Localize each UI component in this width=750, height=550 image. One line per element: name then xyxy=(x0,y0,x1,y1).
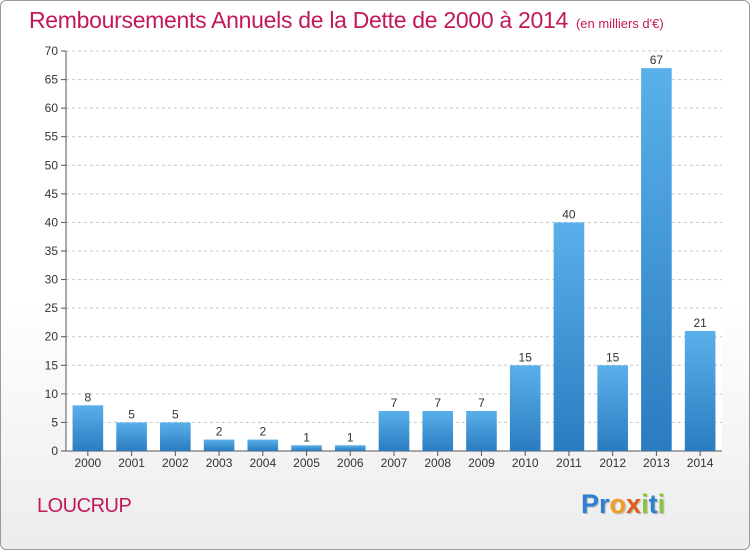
y-tick-label: 25 xyxy=(45,301,59,315)
bar xyxy=(509,365,541,451)
data-label: 1 xyxy=(303,430,310,444)
x-tick-label: 2008 xyxy=(424,456,451,470)
y-tick-label: 40 xyxy=(45,215,59,229)
bar xyxy=(116,422,147,451)
bar xyxy=(72,405,104,451)
y-tick-label: 20 xyxy=(45,330,59,344)
bar xyxy=(203,439,235,451)
bar xyxy=(553,222,585,451)
chart-title-text: Remboursements Annuels de la Dette de 20… xyxy=(29,7,568,33)
data-label: 5 xyxy=(172,407,179,421)
data-label: 2 xyxy=(259,425,266,439)
y-tick-label: 30 xyxy=(45,273,59,287)
y-tick-label: 55 xyxy=(45,130,59,144)
chart-subtitle: (en milliers d'€) xyxy=(575,16,664,31)
bar xyxy=(641,68,672,452)
data-label: 7 xyxy=(478,396,485,410)
bar xyxy=(422,411,454,451)
x-tick-label: 2004 xyxy=(249,456,276,470)
y-tick-label: 65 xyxy=(45,73,59,87)
data-label: 1 xyxy=(347,430,354,444)
logo-part: o xyxy=(609,489,627,519)
data-label: 40 xyxy=(562,207,576,221)
bar xyxy=(378,411,410,451)
y-tick-label: 0 xyxy=(51,444,58,458)
x-tick-label: 2011 xyxy=(556,456,582,470)
y-tick-label: 50 xyxy=(45,158,59,172)
data-label: 67 xyxy=(650,53,664,67)
x-tick-label: 2009 xyxy=(468,456,495,470)
data-label: 15 xyxy=(519,350,533,364)
logo-part: Pr xyxy=(581,489,610,519)
bar xyxy=(597,365,628,451)
y-tick-label: 60 xyxy=(45,101,59,115)
logo-part: i xyxy=(657,489,666,519)
bar xyxy=(684,331,716,451)
bar xyxy=(334,445,366,451)
x-tick-label: 2013 xyxy=(643,456,670,470)
data-label: 7 xyxy=(434,396,441,410)
x-tick-label: 2005 xyxy=(293,456,320,470)
data-label: 8 xyxy=(85,390,92,404)
bar xyxy=(466,411,497,451)
bar xyxy=(247,439,279,451)
x-tick-label: 2006 xyxy=(337,456,364,470)
data-label: 15 xyxy=(606,350,620,364)
logo-part: i xyxy=(641,489,649,519)
data-label: 7 xyxy=(391,396,398,410)
bar xyxy=(291,445,322,451)
chart-title: Remboursements Annuels de la Dette de 20… xyxy=(29,7,664,34)
y-tick-label: 35 xyxy=(45,244,59,258)
data-label: 2 xyxy=(216,425,223,439)
x-tick-label: 2000 xyxy=(75,456,102,470)
y-tick-label: 5 xyxy=(51,415,58,429)
x-tick-label: 2012 xyxy=(599,456,626,470)
y-tick-label: 10 xyxy=(45,387,59,401)
proxiti-logo: Proxiti xyxy=(581,489,665,520)
x-tick-label: 2007 xyxy=(381,456,408,470)
data-label: 5 xyxy=(128,407,135,421)
commune-name: LOUCRUP xyxy=(37,495,132,517)
y-tick-label: 70 xyxy=(45,44,59,58)
x-tick-label: 2002 xyxy=(162,456,189,470)
x-tick-label: 2003 xyxy=(206,456,233,470)
bar xyxy=(160,422,191,451)
logo-part: x xyxy=(626,489,642,519)
logo-part: t xyxy=(648,489,658,519)
y-tick-label: 45 xyxy=(45,187,59,201)
y-tick-label: 15 xyxy=(45,358,59,372)
data-label: 21 xyxy=(693,316,707,330)
x-tick-label: 2001 xyxy=(118,456,145,470)
x-tick-label: 2010 xyxy=(512,456,539,470)
x-tick-label: 2014 xyxy=(687,456,714,470)
